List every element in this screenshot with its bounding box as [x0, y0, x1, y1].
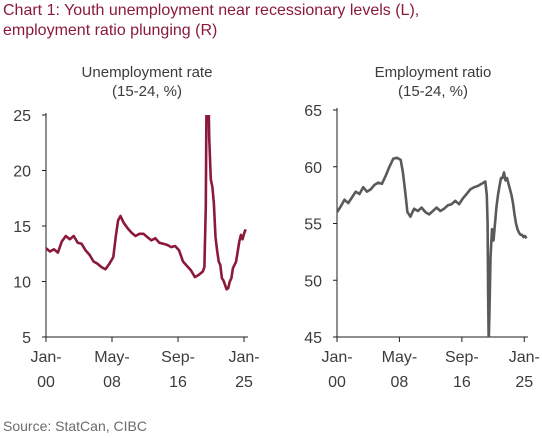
chart-2-xtick-label: 16	[453, 374, 471, 391]
chart-2-subtitle: (15-24, %)	[398, 83, 468, 100]
chart-1-subtitle: (15-24, %)	[112, 83, 182, 100]
chart-2-xtick-label: 08	[390, 374, 408, 391]
chart-2-xtick-label: May-	[382, 349, 418, 366]
chart-title-line-1: Chart 1: Youth unemployment near recessi…	[3, 2, 420, 19]
chart-2-title: Employment ratio	[375, 64, 492, 81]
chart-2-xtick-label: Jan-	[321, 349, 352, 366]
chart-2-ytick-label: 55	[304, 217, 322, 234]
chart-1-ytick-label: 15	[13, 219, 31, 236]
chart-1-xtick-label: 08	[103, 374, 121, 391]
charts-canvas: Unemployment rate (15-24, %) 5 10 15 20 25 Jan-…	[13, 64, 540, 391]
chart-2-ytick-label: 60	[304, 160, 322, 177]
chart-2-ytick-label: 50	[304, 273, 322, 290]
chart-2-series-line	[337, 156, 528, 337]
chart-1-ytick-label: 20	[13, 164, 31, 181]
chart-1-xtick-label: May-	[94, 349, 130, 366]
chart-1-xtick-label: Jan-	[30, 349, 61, 366]
chart-title-line-2: employment ratio plunging (R)	[3, 22, 218, 39]
chart-1-title: Unemployment rate	[82, 64, 213, 81]
chart-1-ytick-label: 10	[13, 275, 31, 292]
chart-1-ytick-label: 25	[13, 108, 31, 125]
chart-title: Chart 1: Youth unemployment near recessi…	[3, 1, 539, 41]
chart-1-xtick-label: 00	[37, 374, 55, 391]
chart-2-xtick-label: 00	[328, 374, 346, 391]
chart-2-xtick-label: Sep-	[445, 349, 479, 366]
source-note: Source: StatCan, CIBC	[3, 418, 147, 434]
chart-2-ytick-label: 65	[304, 103, 322, 120]
chart-2-xtick-label: 25	[515, 374, 533, 391]
chart-1-series-line	[46, 115, 247, 291]
chart-1-xtick-label: Sep-	[161, 349, 195, 366]
chart-1-xtick-label: 25	[235, 374, 253, 391]
chart-1-ytick-label: 5	[22, 330, 31, 347]
chart-2-ytick-label: 45	[304, 330, 322, 347]
chart-2-xtick-label: Jan-	[509, 349, 540, 366]
chart-1-xtick-label: Jan-	[228, 349, 259, 366]
chart-1-xtick-label: 16	[169, 374, 187, 391]
